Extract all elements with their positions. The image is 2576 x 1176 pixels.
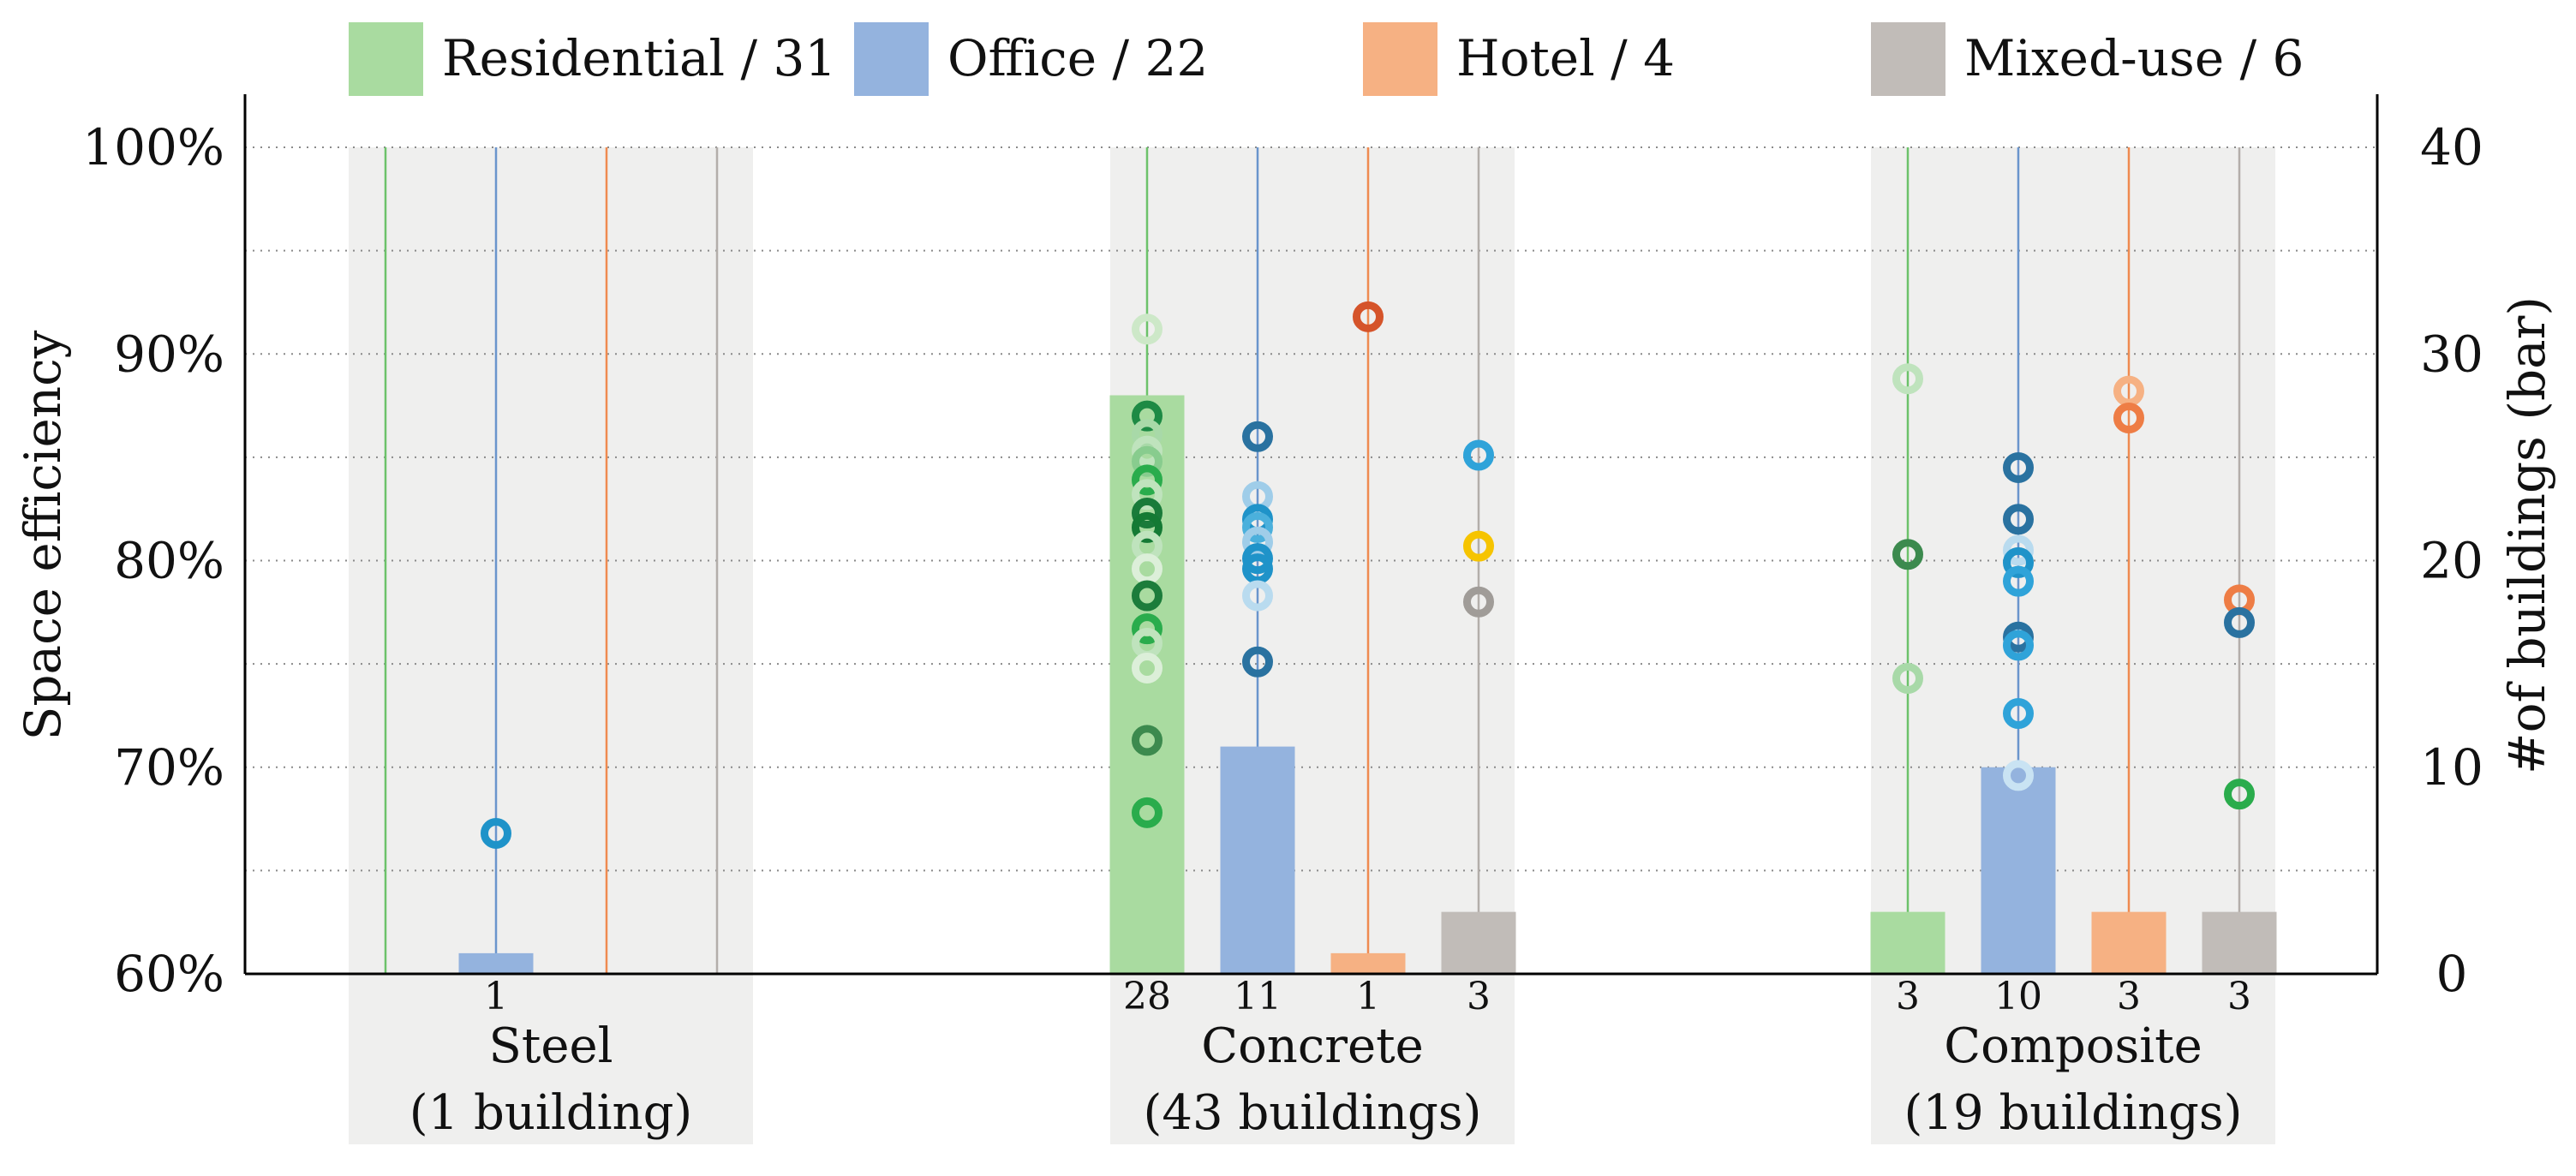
y-tick-label: 70% bbox=[114, 738, 224, 797]
bar-count-label: 1 bbox=[484, 975, 508, 1018]
data-point bbox=[1242, 421, 1273, 452]
data-point bbox=[1132, 511, 1162, 543]
secondary-y-tick-label: 40 bbox=[2420, 118, 2483, 176]
legend-swatch bbox=[854, 22, 929, 96]
secondary-y-axis-label: #of buildings (bar) bbox=[2498, 296, 2556, 774]
secondary-y-tick-label: 0 bbox=[2436, 945, 2468, 1003]
group-sublabel: (1 building) bbox=[409, 1085, 693, 1141]
data-point bbox=[2003, 504, 2034, 535]
bar bbox=[1220, 746, 1295, 974]
data-point bbox=[1463, 586, 1494, 618]
y-tick-label: 80% bbox=[114, 532, 224, 590]
group-label: Concrete bbox=[1201, 1018, 1424, 1074]
data-point bbox=[1242, 543, 1273, 575]
data-point bbox=[1242, 580, 1273, 612]
bar bbox=[458, 952, 534, 974]
data-point bbox=[1132, 613, 1162, 645]
bar bbox=[1870, 911, 1945, 974]
data-point bbox=[2003, 451, 2034, 483]
secondary-y-tick-label: 10 bbox=[2420, 738, 2483, 797]
data-point bbox=[1463, 439, 1494, 471]
group-label: Composite bbox=[1944, 1018, 2202, 1074]
legend-swatch bbox=[1871, 22, 1945, 96]
legend-label: Office / 22 bbox=[947, 29, 1208, 87]
data-point bbox=[1242, 646, 1273, 678]
data-point bbox=[1892, 663, 1923, 695]
data-point bbox=[1132, 797, 1162, 828]
data-point bbox=[1132, 580, 1162, 612]
labels: Space efficiency #of buildings (bar) 60%… bbox=[14, 118, 2556, 1141]
group-sublabel: (19 buildings) bbox=[1904, 1085, 2243, 1141]
y-tick-label: 100% bbox=[82, 118, 224, 176]
axes bbox=[243, 94, 2379, 976]
bar bbox=[1981, 767, 2056, 974]
bar-count-label: 1 bbox=[1356, 975, 1380, 1018]
secondary-y-tick-label: 20 bbox=[2420, 532, 2483, 590]
data-point bbox=[1132, 725, 1162, 756]
data-point bbox=[1892, 539, 1923, 570]
legend-swatch bbox=[349, 22, 423, 96]
y-tick-label: 60% bbox=[114, 945, 224, 1003]
points bbox=[481, 301, 2255, 849]
data-point bbox=[2224, 606, 2255, 638]
bar bbox=[2091, 911, 2167, 974]
data-point bbox=[2003, 760, 2034, 791]
bar-count-label: 3 bbox=[2227, 975, 2251, 1018]
legend-swatch bbox=[1363, 22, 1437, 96]
bar-count-label: 28 bbox=[1123, 975, 1171, 1018]
y-tick-label: 90% bbox=[114, 325, 224, 383]
data-point bbox=[2003, 630, 2034, 661]
data-point bbox=[1892, 363, 1923, 395]
group-label: Steel bbox=[488, 1018, 613, 1074]
bar-count-label: 11 bbox=[1234, 975, 1282, 1018]
legend-label: Hotel / 4 bbox=[1456, 29, 1675, 87]
data-point bbox=[1132, 313, 1162, 345]
bar-count-label: 3 bbox=[2117, 975, 2141, 1018]
data-point bbox=[2113, 403, 2144, 434]
data-point bbox=[2003, 534, 2034, 566]
bar bbox=[1330, 952, 1406, 974]
y-axis-label: Space efficiency bbox=[14, 330, 72, 740]
group-background-0 bbox=[349, 147, 753, 1144]
legend-label: Residential / 31 bbox=[442, 29, 836, 87]
group-background-2 bbox=[1871, 147, 2275, 1144]
data-point bbox=[1132, 652, 1162, 684]
bar-count-label: 10 bbox=[1994, 975, 2042, 1018]
data-point bbox=[1132, 498, 1162, 529]
data-point bbox=[2003, 698, 2034, 730]
legend-label: Mixed-use / 6 bbox=[1964, 29, 2304, 87]
data-point bbox=[1353, 301, 1384, 332]
data-point bbox=[1132, 445, 1162, 477]
legend: Residential / 31 Office / 22 Hotel / 4 Mixe… bbox=[349, 22, 2304, 96]
grid-lines bbox=[245, 146, 2377, 872]
bar bbox=[2202, 911, 2277, 974]
bar bbox=[1441, 911, 1516, 974]
bar-count-label: 3 bbox=[1467, 975, 1491, 1018]
data-point bbox=[1132, 464, 1162, 496]
data-point bbox=[1132, 400, 1162, 432]
group-sublabel: (43 buildings) bbox=[1144, 1085, 1482, 1141]
data-point bbox=[1132, 479, 1162, 510]
data-point bbox=[2224, 779, 2255, 810]
data-point bbox=[2003, 546, 2034, 578]
data-point bbox=[481, 817, 511, 849]
data-point bbox=[1132, 435, 1162, 467]
group-backgrounds bbox=[349, 147, 2275, 1144]
bar-count-label: 3 bbox=[1896, 975, 1920, 1018]
secondary-y-tick-label: 30 bbox=[2420, 325, 2483, 383]
data-point bbox=[2003, 565, 2034, 597]
data-point bbox=[1242, 511, 1273, 543]
data-point bbox=[1463, 530, 1494, 562]
